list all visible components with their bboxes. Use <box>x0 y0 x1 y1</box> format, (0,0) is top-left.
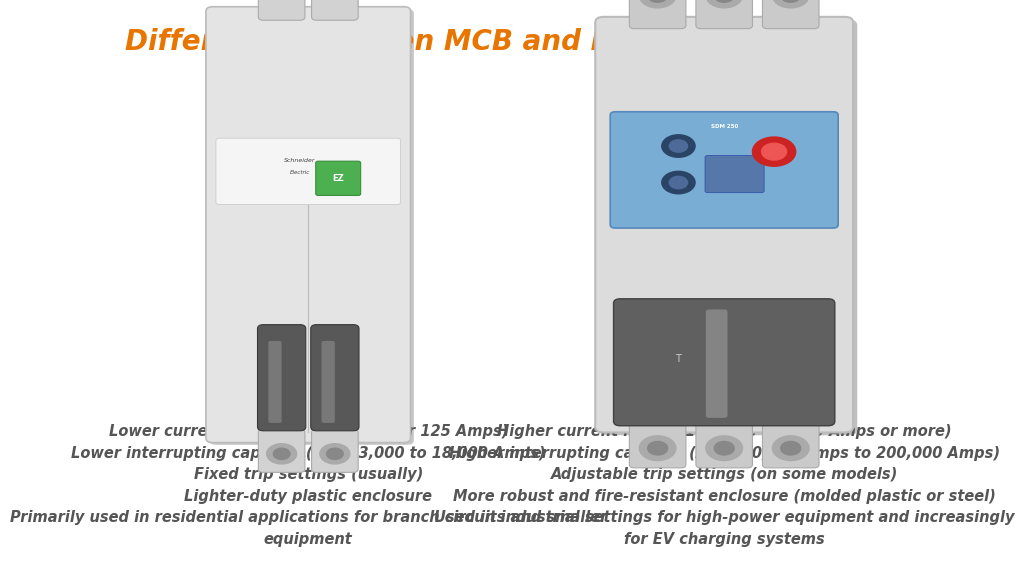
Circle shape <box>780 0 801 2</box>
FancyBboxPatch shape <box>599 20 857 435</box>
Circle shape <box>780 441 801 455</box>
Circle shape <box>670 176 687 189</box>
FancyBboxPatch shape <box>258 0 305 20</box>
Text: EZ: EZ <box>333 174 344 183</box>
Circle shape <box>714 441 734 455</box>
Text: Higher current rating (10 Amps to 2500 Amps or more)
Higher interrupting capacit: Higher current rating (10 Amps to 2500 A… <box>434 424 1015 547</box>
FancyBboxPatch shape <box>613 299 835 426</box>
Circle shape <box>273 448 290 460</box>
FancyBboxPatch shape <box>630 420 686 468</box>
Circle shape <box>266 444 297 464</box>
FancyBboxPatch shape <box>595 17 853 433</box>
FancyBboxPatch shape <box>310 325 359 431</box>
Circle shape <box>647 0 668 2</box>
Circle shape <box>706 436 742 461</box>
FancyBboxPatch shape <box>258 429 305 472</box>
FancyBboxPatch shape <box>315 161 360 195</box>
Text: MCCB: MCCB <box>675 396 773 425</box>
FancyBboxPatch shape <box>630 0 686 29</box>
FancyBboxPatch shape <box>610 112 839 228</box>
Circle shape <box>662 171 695 194</box>
FancyBboxPatch shape <box>706 156 764 192</box>
FancyBboxPatch shape <box>311 0 358 20</box>
Text: Electric: Electric <box>290 170 310 176</box>
Circle shape <box>762 143 786 160</box>
Text: Lower current rating (typically under 125 Amps)
Lower interrupting capacity (AIC: Lower current rating (typically under 12… <box>9 424 607 547</box>
FancyBboxPatch shape <box>763 420 819 468</box>
Circle shape <box>639 0 676 8</box>
FancyBboxPatch shape <box>268 341 282 423</box>
FancyBboxPatch shape <box>257 325 306 431</box>
Circle shape <box>327 448 343 460</box>
Circle shape <box>772 436 809 461</box>
FancyBboxPatch shape <box>763 0 819 29</box>
Circle shape <box>639 436 676 461</box>
Circle shape <box>714 0 734 2</box>
Text: Schneider: Schneider <box>285 158 315 162</box>
Circle shape <box>772 0 809 8</box>
Text: SDM 250: SDM 250 <box>711 124 738 129</box>
Circle shape <box>662 135 695 157</box>
FancyBboxPatch shape <box>706 309 727 418</box>
FancyBboxPatch shape <box>322 341 335 423</box>
Circle shape <box>670 140 687 152</box>
Text: Difference Between MCB and MCCB: Difference Between MCB and MCCB <box>125 28 680 56</box>
Circle shape <box>647 441 668 455</box>
Text: T: T <box>676 354 681 365</box>
FancyBboxPatch shape <box>206 7 411 442</box>
Text: MCB: MCB <box>270 396 346 425</box>
FancyBboxPatch shape <box>209 9 414 445</box>
FancyBboxPatch shape <box>696 0 753 29</box>
FancyBboxPatch shape <box>216 138 400 204</box>
Circle shape <box>319 444 350 464</box>
FancyBboxPatch shape <box>696 420 753 468</box>
Circle shape <box>753 137 796 166</box>
FancyBboxPatch shape <box>311 429 358 472</box>
Circle shape <box>706 0 742 8</box>
